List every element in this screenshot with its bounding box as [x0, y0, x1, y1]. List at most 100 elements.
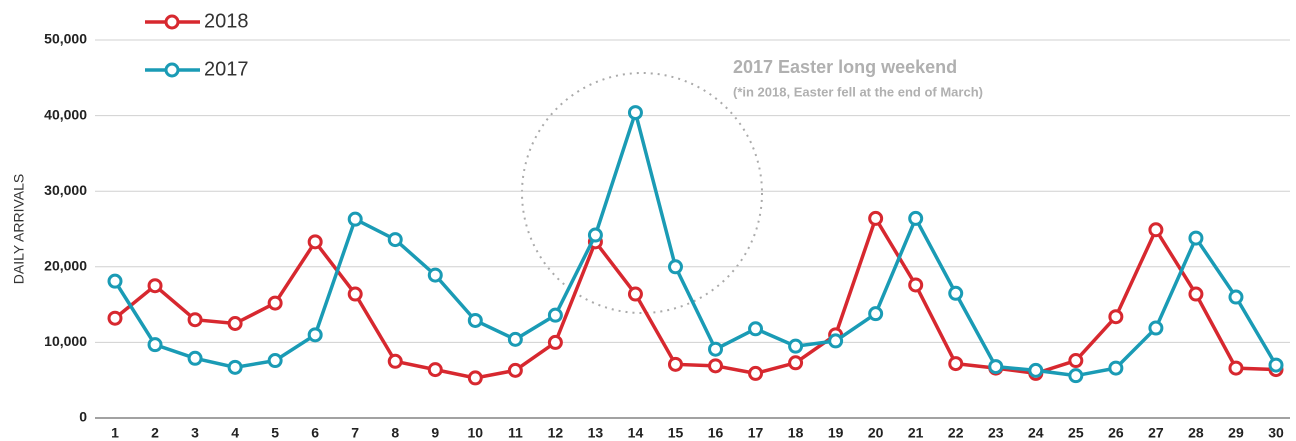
legend-label: 2017	[204, 58, 249, 80]
point	[627, 286, 643, 302]
x-tick-label: 11	[508, 425, 523, 441]
x-tick-label: 5	[271, 425, 279, 441]
point	[667, 259, 683, 275]
point	[1108, 360, 1124, 376]
y-tick-label: 20,000	[44, 258, 87, 274]
point	[107, 310, 123, 326]
x-tick-label: 28	[1188, 425, 1204, 441]
x-tick-label: 13	[588, 425, 604, 441]
point	[507, 362, 523, 378]
point	[948, 285, 964, 301]
point	[587, 227, 603, 243]
point	[347, 211, 363, 227]
x-tick-label: 27	[1148, 425, 1164, 441]
point	[748, 365, 764, 381]
point	[1068, 353, 1084, 369]
point	[1228, 289, 1244, 305]
x-tick-label: 19	[828, 425, 844, 441]
point	[708, 358, 724, 374]
point	[147, 337, 163, 353]
x-tick-label: 25	[1068, 425, 1084, 441]
point	[908, 277, 924, 293]
legend-label: 2018	[204, 10, 249, 32]
x-tick-label: 7	[351, 425, 359, 441]
point	[908, 210, 924, 226]
point	[1148, 222, 1164, 238]
point	[1068, 368, 1084, 384]
x-tick-label: 3	[191, 425, 199, 441]
x-tick-label: 22	[948, 425, 964, 441]
point	[948, 356, 964, 372]
x-tick-label: 21	[908, 425, 924, 441]
legend-marker	[164, 62, 180, 78]
x-tick-label: 29	[1228, 425, 1244, 441]
x-tick-label: 24	[1028, 425, 1044, 441]
x-tick-label: 1	[111, 425, 119, 441]
x-tick-label: 14	[628, 425, 644, 441]
x-tick-label: 30	[1268, 425, 1284, 441]
annotation: 2017 Easter long weekend	[733, 57, 957, 77]
point	[387, 232, 403, 248]
point	[467, 312, 483, 328]
x-tick-label: 17	[748, 425, 764, 441]
point	[1228, 360, 1244, 376]
point	[1188, 286, 1204, 302]
point	[427, 362, 443, 378]
x-tick-label: 9	[431, 425, 439, 441]
point	[107, 273, 123, 289]
x-tick-label: 18	[788, 425, 804, 441]
point	[788, 338, 804, 354]
y-tick-label: 40,000	[44, 106, 87, 122]
point	[1188, 230, 1204, 246]
point	[267, 295, 283, 311]
x-tick-label: 2	[151, 425, 159, 441]
annotation-note: (*in 2018, Easter fell at the end of Mar…	[733, 84, 983, 99]
x-tick-label: 8	[391, 425, 399, 441]
x-tick-label: 6	[311, 425, 319, 441]
point	[227, 359, 243, 375]
point	[427, 267, 443, 283]
point	[227, 316, 243, 331]
point	[547, 307, 563, 323]
point	[1148, 320, 1164, 336]
point	[1108, 309, 1124, 325]
point	[187, 350, 203, 366]
point	[1268, 357, 1284, 373]
point	[748, 321, 764, 337]
line	[113, 106, 1278, 378]
highlight-circle	[521, 72, 763, 314]
point	[387, 353, 403, 369]
point	[347, 286, 363, 302]
line	[113, 214, 1277, 380]
x-tick-label: 4	[231, 425, 239, 441]
x-tick-label: 10	[468, 425, 484, 441]
x-tick-label: 26	[1108, 425, 1124, 441]
x-tick-label: 20	[868, 425, 884, 441]
point	[187, 312, 203, 328]
point	[868, 210, 884, 226]
point	[1028, 362, 1044, 378]
point	[708, 341, 724, 357]
point	[788, 355, 804, 371]
y-axis-label: DAILY ARRIVALS	[11, 174, 27, 285]
x-tick-label: 23	[988, 425, 1004, 441]
x-tick-label: 12	[548, 425, 564, 441]
y-tick-label: 50,000	[44, 31, 87, 47]
y-tick-label: 30,000	[44, 182, 87, 198]
point	[627, 105, 643, 121]
point	[307, 234, 323, 250]
point	[267, 353, 283, 369]
point	[307, 327, 323, 343]
point	[507, 331, 523, 347]
y-tick-label: 0	[79, 409, 87, 425]
point	[828, 333, 844, 349]
point	[547, 334, 563, 350]
legend-marker	[164, 14, 180, 30]
x-tick-label: 16	[708, 425, 724, 441]
point	[868, 306, 884, 322]
point	[147, 278, 163, 294]
point	[667, 356, 683, 372]
point	[988, 359, 1004, 375]
point	[467, 370, 483, 386]
